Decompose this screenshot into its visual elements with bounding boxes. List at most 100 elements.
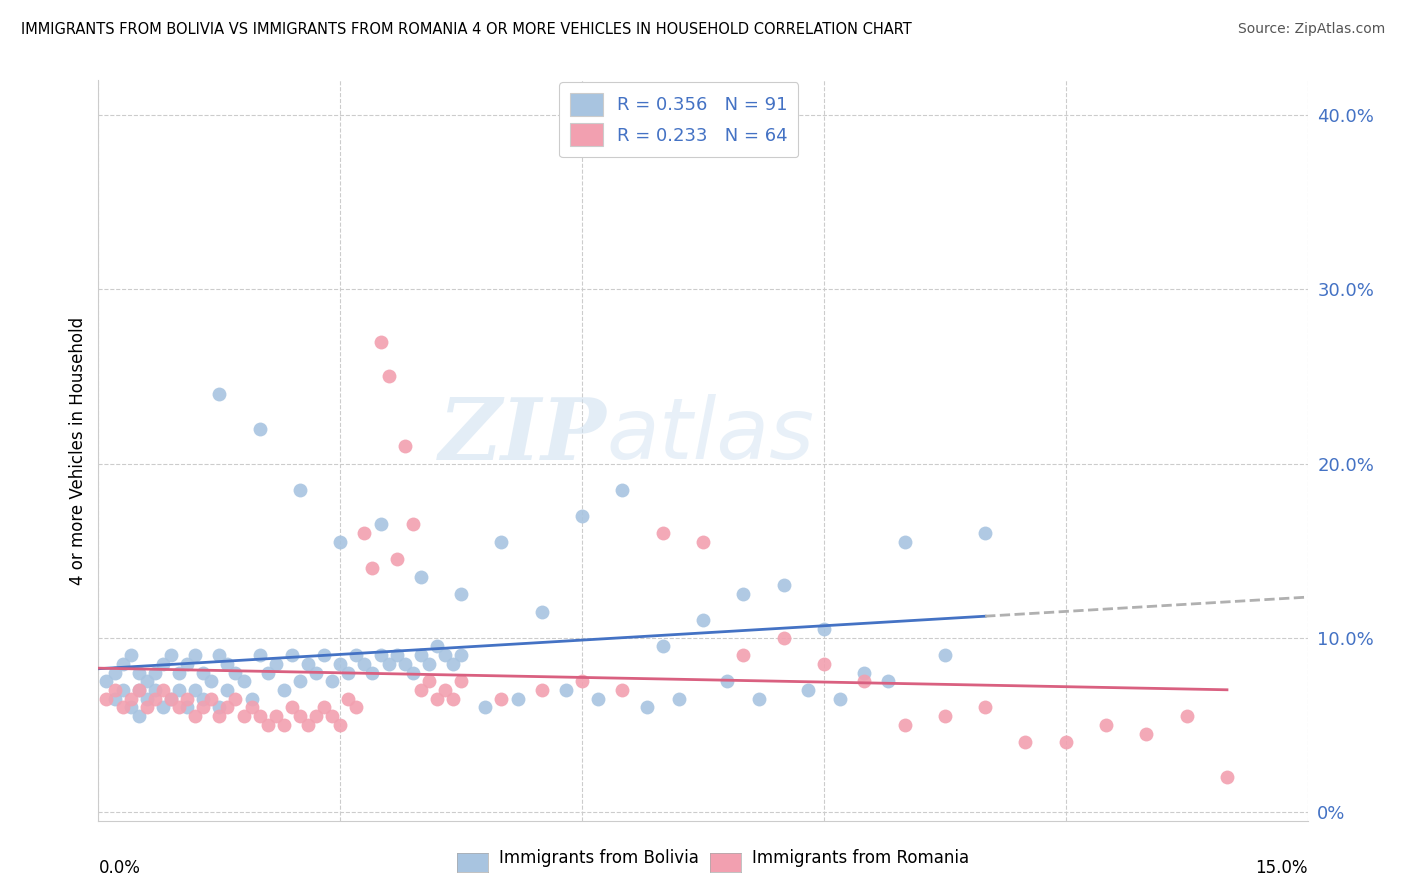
Point [143, 683, 166, 698]
Point [193, 691, 215, 706]
Point [555, 683, 578, 698]
Point [193, 700, 215, 714]
Point [96, 691, 118, 706]
Text: atlas: atlas [606, 394, 814, 477]
Point [974, 526, 997, 541]
Text: ZIP: ZIP [439, 394, 606, 477]
Point [877, 674, 900, 689]
Point [152, 700, 174, 714]
Point [692, 613, 714, 627]
Point [111, 700, 134, 714]
Point [828, 691, 851, 706]
Point [208, 709, 231, 723]
Point [128, 709, 150, 723]
Point [692, 535, 714, 549]
Point [1175, 709, 1198, 723]
Point [321, 709, 343, 723]
Point [152, 683, 174, 698]
Point [305, 709, 328, 723]
Text: Immigrants from Romania: Immigrants from Romania [752, 849, 969, 867]
Point [361, 561, 384, 575]
Point [934, 709, 956, 723]
Point [1014, 735, 1036, 749]
Point [450, 648, 472, 662]
Point [361, 665, 384, 680]
Point [160, 691, 183, 706]
Point [748, 691, 770, 706]
Point [434, 648, 457, 662]
Point [370, 517, 392, 532]
Point [256, 665, 278, 680]
Point [249, 709, 271, 723]
Point [128, 683, 150, 698]
Point [418, 674, 440, 689]
Point [135, 700, 157, 714]
Point [167, 683, 190, 698]
Point [329, 657, 352, 671]
Point [418, 657, 440, 671]
Point [1216, 770, 1239, 784]
Point [353, 657, 375, 671]
Point [426, 640, 449, 654]
Point [240, 700, 263, 714]
Point [571, 508, 593, 523]
Point [1095, 718, 1118, 732]
Text: Immigrants from Bolivia: Immigrants from Bolivia [499, 849, 699, 867]
Text: IMMIGRANTS FROM BOLIVIA VS IMMIGRANTS FROM ROMANIA 4 OR MORE VEHICLES IN HOUSEHO: IMMIGRANTS FROM BOLIVIA VS IMMIGRANTS FR… [21, 22, 912, 37]
Point [893, 718, 915, 732]
Point [176, 691, 198, 706]
Point [491, 535, 513, 549]
Point [120, 648, 142, 662]
Point [733, 587, 755, 601]
Point [571, 674, 593, 689]
Point [314, 648, 336, 662]
Point [772, 631, 794, 645]
Point [273, 683, 295, 698]
Point [232, 709, 254, 723]
Point [450, 674, 472, 689]
Point [530, 683, 553, 698]
Point [305, 665, 328, 680]
Point [612, 683, 634, 698]
Point [224, 665, 246, 680]
Point [344, 648, 367, 662]
Point [409, 683, 432, 698]
Point [491, 691, 513, 706]
Point [772, 578, 794, 592]
Point [96, 674, 118, 689]
Point [200, 691, 222, 706]
Point [321, 674, 343, 689]
Point [143, 691, 166, 706]
Point [256, 718, 278, 732]
Point [200, 674, 222, 689]
Point [135, 674, 157, 689]
Point [167, 665, 190, 680]
Point [377, 369, 399, 384]
Point [668, 691, 690, 706]
Point [651, 640, 673, 654]
Point [344, 700, 367, 714]
Point [314, 700, 336, 714]
Point [217, 683, 239, 698]
Point [377, 657, 399, 671]
Text: Source: ZipAtlas.com: Source: ZipAtlas.com [1237, 22, 1385, 37]
Point [160, 648, 183, 662]
Point [636, 700, 658, 714]
Point [716, 674, 738, 689]
Point [733, 648, 755, 662]
Point [111, 657, 134, 671]
Point [281, 648, 304, 662]
Point [208, 387, 231, 401]
Point [288, 709, 311, 723]
Point [217, 700, 239, 714]
Point [813, 622, 835, 636]
Point [370, 334, 392, 349]
Point [297, 657, 319, 671]
Point [281, 700, 304, 714]
Point [337, 691, 360, 706]
Point [450, 587, 472, 601]
Point [297, 718, 319, 732]
Point [1054, 735, 1077, 749]
Point [193, 665, 215, 680]
Point [249, 422, 271, 436]
